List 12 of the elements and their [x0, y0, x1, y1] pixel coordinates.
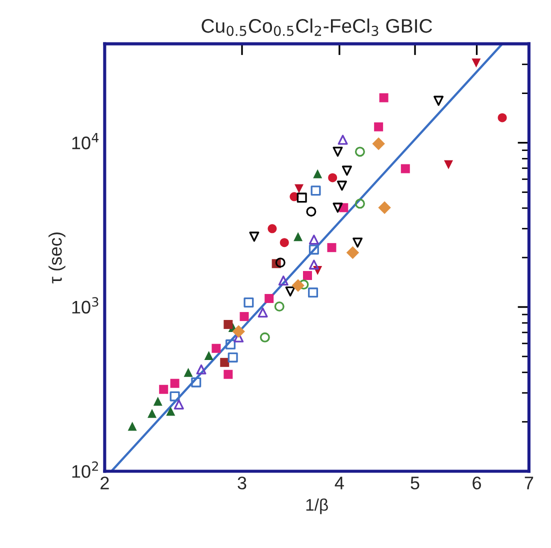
- x-tick-label: 3: [238, 476, 246, 490]
- x-tick-label: 5: [410, 476, 420, 490]
- y-tick-label: 10$^{2}$: [72, 461, 98, 478]
- x-tick-label: 7: [524, 476, 534, 490]
- y-axis-title: τ (sec): [48, 232, 66, 284]
- chart-title: Cu$_{0.5}$Co$_{0.5}$Cl$_{2}$-FeCl$_{3}$ GBIC: [202, 18, 432, 36]
- y-tick-label: 10$^{4}$: [72, 133, 99, 150]
- x-tick-label: 2: [100, 476, 109, 490]
- x-tick-label: 4: [334, 476, 344, 490]
- x-axis-title: 1/β: [306, 498, 328, 514]
- y-tick-label: 10$^{3}$: [72, 297, 98, 314]
- x-tick-label: 6: [472, 476, 481, 490]
